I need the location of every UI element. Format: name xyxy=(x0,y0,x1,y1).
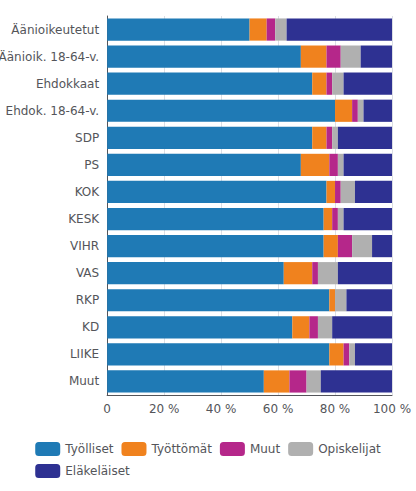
svg-text:KD: KD xyxy=(82,320,99,334)
svg-text:0: 0 xyxy=(103,402,111,416)
svg-text:VAS: VAS xyxy=(76,266,99,280)
svg-text:20 %: 20 % xyxy=(149,402,180,416)
svg-text:Eläkeläiset: Eläkeläiset xyxy=(65,464,130,478)
svg-text:Opiskelijat: Opiskelijat xyxy=(318,442,381,456)
svg-text:KESK: KESK xyxy=(68,212,100,226)
svg-text:SDP: SDP xyxy=(75,131,99,145)
svg-text:PS: PS xyxy=(84,158,99,172)
svg-text:40 %: 40 % xyxy=(206,402,237,416)
svg-text:Työttömät: Työttömät xyxy=(150,442,212,456)
svg-text:VIHR: VIHR xyxy=(70,239,99,253)
svg-text:Ehdokkaat: Ehdokkaat xyxy=(36,77,100,91)
svg-text:Muut: Muut xyxy=(250,442,281,456)
svg-text:Äänioik. 18-64-v.: Äänioik. 18-64-v. xyxy=(0,49,99,64)
svg-text:100 %: 100 % xyxy=(373,402,411,416)
svg-text:RKP: RKP xyxy=(76,293,99,307)
svg-text:80 %: 80 % xyxy=(320,402,351,416)
svg-text:LIIKE: LIIKE xyxy=(70,347,99,361)
svg-text:Äänioikeutetut: Äänioikeutetut xyxy=(11,22,99,37)
svg-text:Ehdok. 18-64-v.: Ehdok. 18-64-v. xyxy=(6,104,100,118)
svg-text:Muut: Muut xyxy=(69,374,100,388)
svg-text:60 %: 60 % xyxy=(263,402,294,416)
svg-text:Työlliset: Työlliset xyxy=(64,442,114,456)
svg-text:KOK: KOK xyxy=(75,185,101,199)
